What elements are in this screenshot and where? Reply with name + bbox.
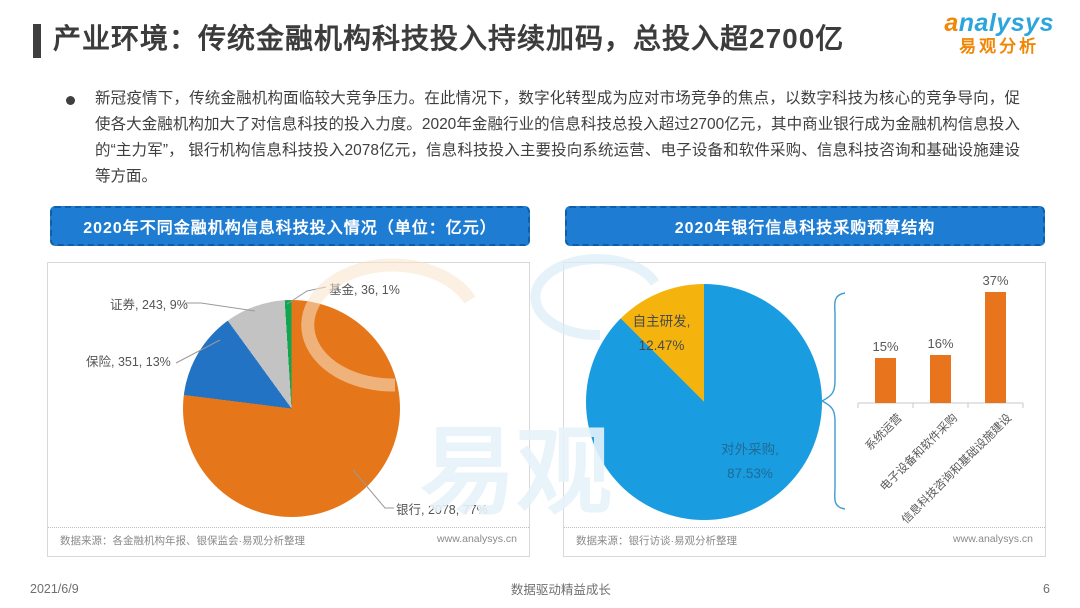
right-website-text: www.analysys.cn: [953, 533, 1033, 545]
pie-label-inhouse-name: 自主研发,: [632, 314, 691, 329]
right-chart-title: 2020年银行信息科技采购预算结构: [565, 206, 1045, 246]
right-source-text: 数据来源：银行访谈·易观分析整理: [576, 535, 737, 547]
footer-slogan: 数据驱动精益成长: [510, 583, 611, 597]
left-website-text: www.analysys.cn: [437, 533, 517, 545]
bar-value-label: 15%: [872, 339, 899, 354]
bar-category-label: 信息科技咨询和基础设施建设: [899, 412, 1014, 527]
analysys-logo-text: analysys: [944, 9, 1054, 37]
bullet-icon: [66, 96, 75, 105]
pie-label-inhouse-pct: 12.47%: [638, 338, 685, 353]
footer-page-number: 6: [1043, 581, 1050, 596]
bar-value-label: 16%: [927, 336, 954, 351]
right-source-row: 数据来源：银行访谈·易观分析整理 www.analysys.cn: [564, 527, 1045, 556]
bar-column: 16%: [913, 263, 968, 403]
pie-label-outsourcing-name: 对外采购,: [721, 442, 779, 457]
pie-callout-bank: 银行, 2078, 77%: [396, 503, 488, 517]
pie-callout-securities: 证券, 243, 9%: [110, 298, 188, 312]
pie-label-outsourcing-pct: 87.53%: [727, 466, 773, 481]
right-chart-panel: 自主研发, 12.47% 对外采购, 87.53% 15% 16% 37%: [563, 262, 1046, 557]
summary-paragraph: 新冠疫情下，传统金融机构面临较大竞争压力。在此情况下，数字化转型成为应对市场竞争…: [95, 90, 1020, 185]
pie-label-outsourcing: 对外采购, 87.53%: [700, 438, 800, 486]
left-source-text: 数据来源：各金融机构年报、银保监会·易观分析整理: [60, 535, 305, 547]
title-accent-bar: [33, 24, 41, 58]
procurement-bar: [930, 355, 951, 403]
left-chart-panel: 基金, 36, 1% 证券, 243, 9% 保险, 351, 13% 银行, …: [47, 262, 530, 557]
bar-column: 15%: [858, 263, 913, 403]
institutions-pie-chart: [183, 300, 400, 517]
left-chart-title: 2020年不同金融机构信息科技投入情况（单位：亿元）: [50, 206, 530, 246]
bar-value-label: 37%: [982, 273, 1009, 288]
analysys-logo: analysys 易观分析: [944, 10, 1054, 56]
footer-date: 2021/6/9: [30, 581, 79, 596]
analysys-logo-chinese: 易观分析: [959, 37, 1040, 57]
bar-column: 37%: [968, 263, 1023, 403]
slide-footer: 2021/6/9 数据驱动精益成长 6: [30, 579, 1050, 598]
bar-category-label: 系统运营: [863, 412, 905, 454]
pie-callout-insurance: 保险, 351, 13%: [86, 355, 171, 369]
curly-brace-icon: [820, 292, 846, 510]
left-source-row: 数据来源：各金融机构年报、银保监会·易观分析整理 www.analysys.cn: [48, 527, 529, 556]
procurement-bar: [985, 292, 1006, 403]
procurement-bar-chart: 15% 16% 37%: [858, 263, 1023, 403]
pie-callout-fund: 基金, 36, 1%: [329, 283, 400, 297]
procurement-bar: [875, 358, 896, 403]
pie-label-inhouse: 自主研发, 12.47%: [604, 310, 719, 358]
page-title: 产业环境：传统金融机构科技投入持续加码，总投入超2700亿: [53, 23, 845, 54]
